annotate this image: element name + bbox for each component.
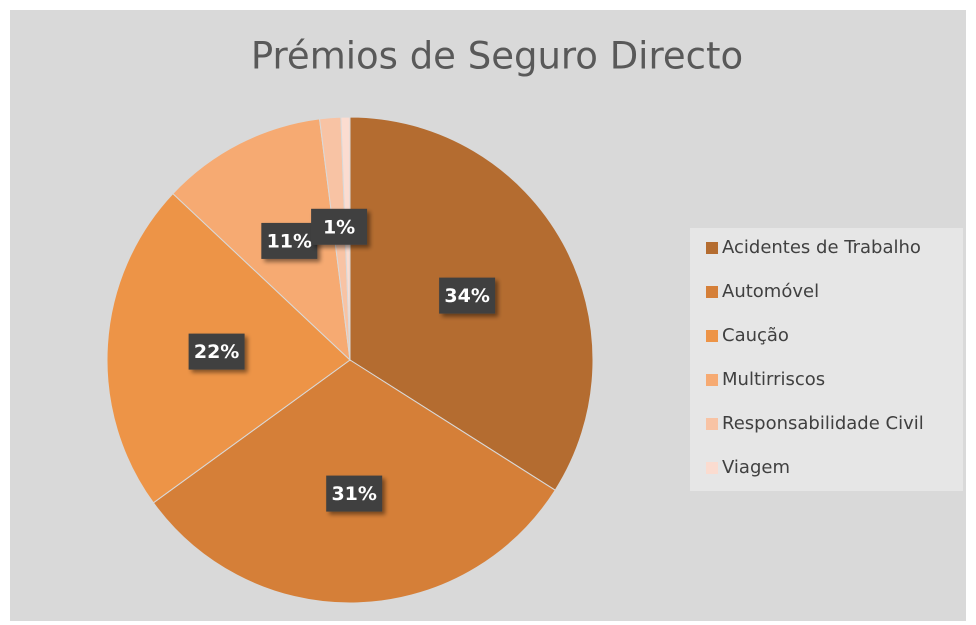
legend-swatch [706, 286, 718, 298]
data-label: 34% [439, 277, 496, 314]
legend-label: Caução [722, 325, 789, 346]
data-label-box [439, 277, 496, 314]
data-label-box [261, 222, 318, 259]
data-label-box [188, 333, 245, 370]
data-label-box [311, 208, 368, 245]
data-label: 1% [311, 208, 368, 245]
data-label: 31% [326, 475, 383, 512]
legend-label: Acidentes de Trabalho [722, 237, 921, 258]
data-label: 11% [261, 222, 318, 259]
legend-swatch [706, 418, 718, 430]
legend-label: Responsabilidade Civil [722, 413, 924, 434]
data-label-text: 22% [194, 341, 239, 363]
data-label-text: 11% [267, 230, 312, 252]
data-label-text: 34% [444, 285, 489, 307]
legend-swatch [706, 242, 718, 254]
data-label-box [326, 475, 383, 512]
legend-label: Multirriscos [722, 369, 825, 390]
legend-swatch [706, 330, 718, 342]
data-label-text: 1% [323, 216, 355, 238]
legend-swatch [706, 374, 718, 386]
legend-label: Viagem [722, 457, 790, 478]
legend-swatch [706, 462, 718, 474]
legend-label: Automóvel [722, 281, 819, 302]
chart-title: Prémios de Seguro Directo [251, 35, 743, 78]
data-label-text: 31% [331, 483, 376, 505]
legend [690, 228, 963, 491]
data-label: 22% [188, 333, 245, 370]
